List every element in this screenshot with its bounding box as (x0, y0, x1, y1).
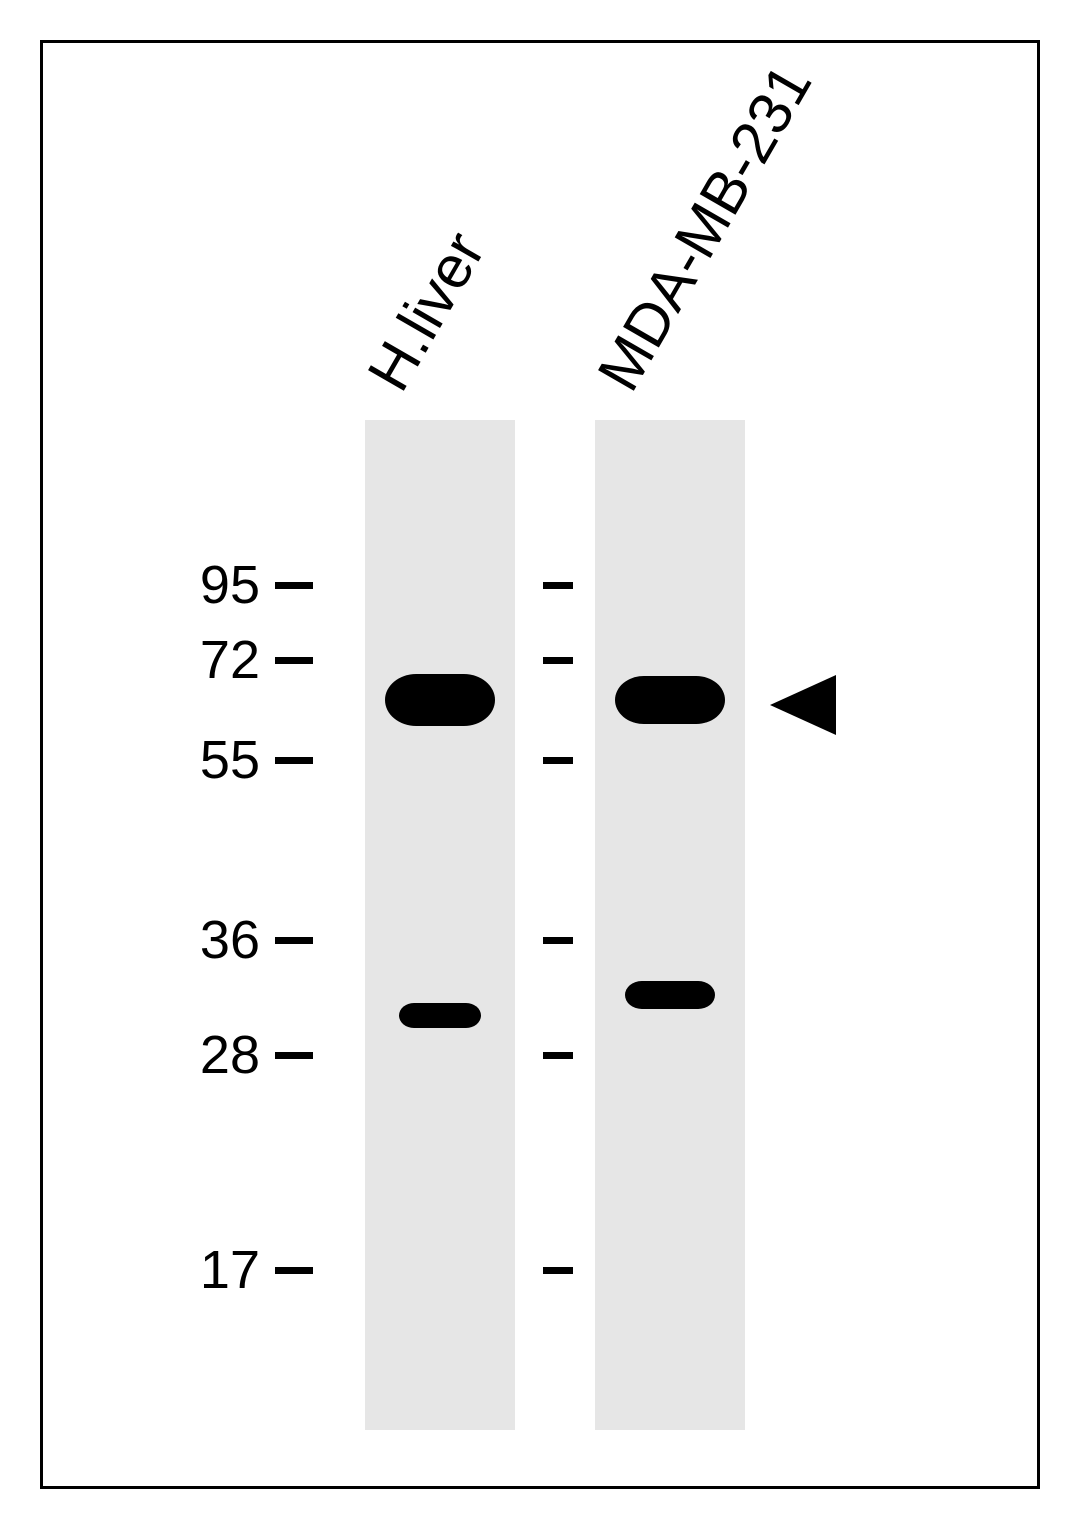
mw-tick (275, 757, 313, 764)
blot-figure: 957255362817 H.liverMDA-MB-231 (0, 0, 1080, 1529)
mw-tick (275, 657, 313, 664)
mw-label: 72 (0, 633, 260, 687)
protein-band (615, 676, 725, 724)
protein-band (625, 981, 715, 1009)
center-tick (543, 657, 573, 664)
mw-tick (275, 582, 313, 589)
protein-band (399, 1003, 481, 1028)
center-tick (543, 937, 573, 944)
mw-label: 95 (0, 558, 260, 612)
center-tick (543, 757, 573, 764)
mw-label: 55 (0, 733, 260, 787)
mw-label: 28 (0, 1028, 260, 1082)
protein-band (385, 674, 495, 726)
mw-tick (275, 1052, 313, 1059)
center-tick (543, 582, 573, 589)
mw-label: 17 (0, 1243, 260, 1297)
mw-label: 36 (0, 913, 260, 967)
center-tick (543, 1267, 573, 1274)
lane-2 (595, 420, 745, 1430)
lane-1 (365, 420, 515, 1430)
center-tick (543, 1052, 573, 1059)
mw-tick (275, 937, 313, 944)
mw-tick (275, 1267, 313, 1274)
target-band-arrow-icon (770, 675, 836, 735)
